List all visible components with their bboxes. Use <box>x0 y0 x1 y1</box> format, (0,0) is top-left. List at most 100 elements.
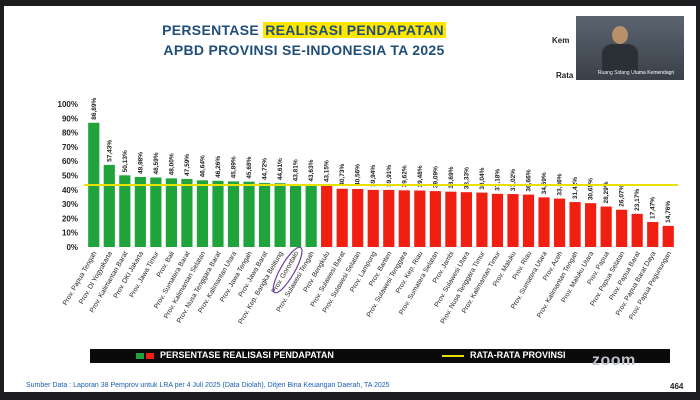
bar <box>507 194 519 247</box>
data-label: 26,07% <box>619 184 626 206</box>
bar <box>414 190 426 247</box>
data-label: 39,91% <box>386 165 393 187</box>
bar <box>212 180 224 247</box>
data-label: 48,98% <box>137 152 144 174</box>
page-number: 464 <box>670 382 684 391</box>
data-label: 38,04% <box>479 167 486 189</box>
legend-swatch-red <box>146 353 154 359</box>
video-thumbnail[interactable]: Ruang Sidang Utama Kemendagri <box>576 16 684 80</box>
data-label: 43,81% <box>293 159 300 181</box>
data-label: 86,89% <box>91 97 98 119</box>
zoom-logo: zoom <box>592 352 636 369</box>
video-label: Ruang Sidang Utama Kemendagri <box>598 70 675 76</box>
bar <box>290 184 302 247</box>
bar <box>631 213 643 247</box>
y-tick-label: 0% <box>66 243 78 252</box>
slide: PERSENTASE REALISASI PENDAPATAN APBD PRO… <box>4 6 696 392</box>
data-label: 34,69% <box>541 172 548 194</box>
bar <box>367 189 379 247</box>
bar <box>243 181 255 247</box>
data-label: 40,56% <box>355 164 362 186</box>
bar <box>398 190 410 247</box>
legend-swatch-green <box>136 353 144 359</box>
bar <box>553 198 566 247</box>
person-head-icon <box>612 26 628 44</box>
data-label: 45,68% <box>246 156 253 178</box>
bar <box>429 191 441 247</box>
data-label: 36,66% <box>526 169 533 191</box>
title-prefix: PERSENTASE <box>162 22 264 38</box>
bar <box>569 202 581 247</box>
bar <box>321 185 333 247</box>
y-tick-label: 20% <box>62 214 78 223</box>
chart-title-line1: PERSENTASE REALISASI PENDAPATAN <box>4 22 604 38</box>
source-note: Sumber Data : Laporan 38 Pemprov untuk L… <box>26 382 390 389</box>
bar <box>585 203 597 247</box>
y-tick-label: 90% <box>62 114 78 123</box>
bar <box>258 183 271 247</box>
bar <box>134 176 146 247</box>
data-label: 43,63% <box>308 159 315 181</box>
y-tick-label: 100% <box>58 100 78 109</box>
bar <box>383 189 395 247</box>
y-tick-label: 10% <box>62 229 78 238</box>
bar <box>445 191 457 247</box>
legend-line-label: RATA-RATA PROVINSI <box>470 350 566 360</box>
data-label: 40,73% <box>339 163 346 185</box>
data-label: 39,09% <box>432 166 439 188</box>
bar <box>616 209 628 247</box>
chart-title-line2: APBD PROVINSI SE-INDONESIA TA 2025 <box>163 42 445 58</box>
bar <box>662 225 674 247</box>
person-body-icon <box>602 44 638 74</box>
bar <box>305 184 317 247</box>
bar <box>165 178 177 247</box>
bar <box>460 192 472 247</box>
overlay-text-rata: Rata <box>556 71 574 80</box>
bar <box>352 188 364 247</box>
title-highlight: REALISASI PENDAPATAN <box>263 22 446 38</box>
bar <box>119 175 131 247</box>
bar <box>196 180 209 247</box>
bar <box>647 222 659 247</box>
data-label: 48,00% <box>168 153 175 175</box>
y-tick-label: 30% <box>62 200 78 209</box>
data-label: 47,59% <box>184 154 191 176</box>
data-label: 17,47% <box>650 197 657 219</box>
data-label: 38,33% <box>463 167 470 189</box>
data-label: 30,65% <box>588 178 595 200</box>
bar <box>181 178 193 247</box>
y-tick-label: 40% <box>62 186 78 195</box>
data-label: 45,89% <box>231 156 238 178</box>
bar <box>150 177 162 247</box>
bar <box>227 181 240 247</box>
data-label: 57,43% <box>106 140 113 162</box>
legend-bar-label: PERSENTASE REALISASI PENDAPATAN <box>160 350 334 360</box>
data-label: 23,17% <box>634 189 641 211</box>
data-label: 38,69% <box>448 166 455 188</box>
bar <box>274 183 286 247</box>
data-label: 28,29% <box>603 181 610 203</box>
data-label: 44,61% <box>277 158 284 180</box>
bar <box>476 192 488 247</box>
y-tick-label: 80% <box>62 129 78 138</box>
bar <box>491 193 504 247</box>
data-label: 14,76% <box>665 201 672 223</box>
data-label: 48,59% <box>153 152 160 174</box>
overlay-text-kem: Kem <box>552 36 570 45</box>
y-tick-label: 60% <box>62 157 78 166</box>
data-label: 39,48% <box>417 165 424 187</box>
data-label: 37,18% <box>494 169 501 191</box>
bar <box>538 197 550 247</box>
data-label: 46,26% <box>215 156 222 178</box>
bar <box>600 206 612 247</box>
data-label: 31,42% <box>572 177 579 199</box>
y-tick-label: 50% <box>62 172 78 181</box>
y-tick-label: 70% <box>62 143 78 152</box>
data-label: 44,72% <box>262 158 269 180</box>
bar <box>103 164 115 247</box>
data-label: 37,02% <box>510 169 517 191</box>
data-label: 46,64% <box>199 155 206 177</box>
data-label: 43,15% <box>324 160 331 182</box>
bar-chart: 0%10%20%30%40%50%60%70%80%90%100% 86,89%P… <box>58 97 678 326</box>
bar <box>336 188 348 247</box>
